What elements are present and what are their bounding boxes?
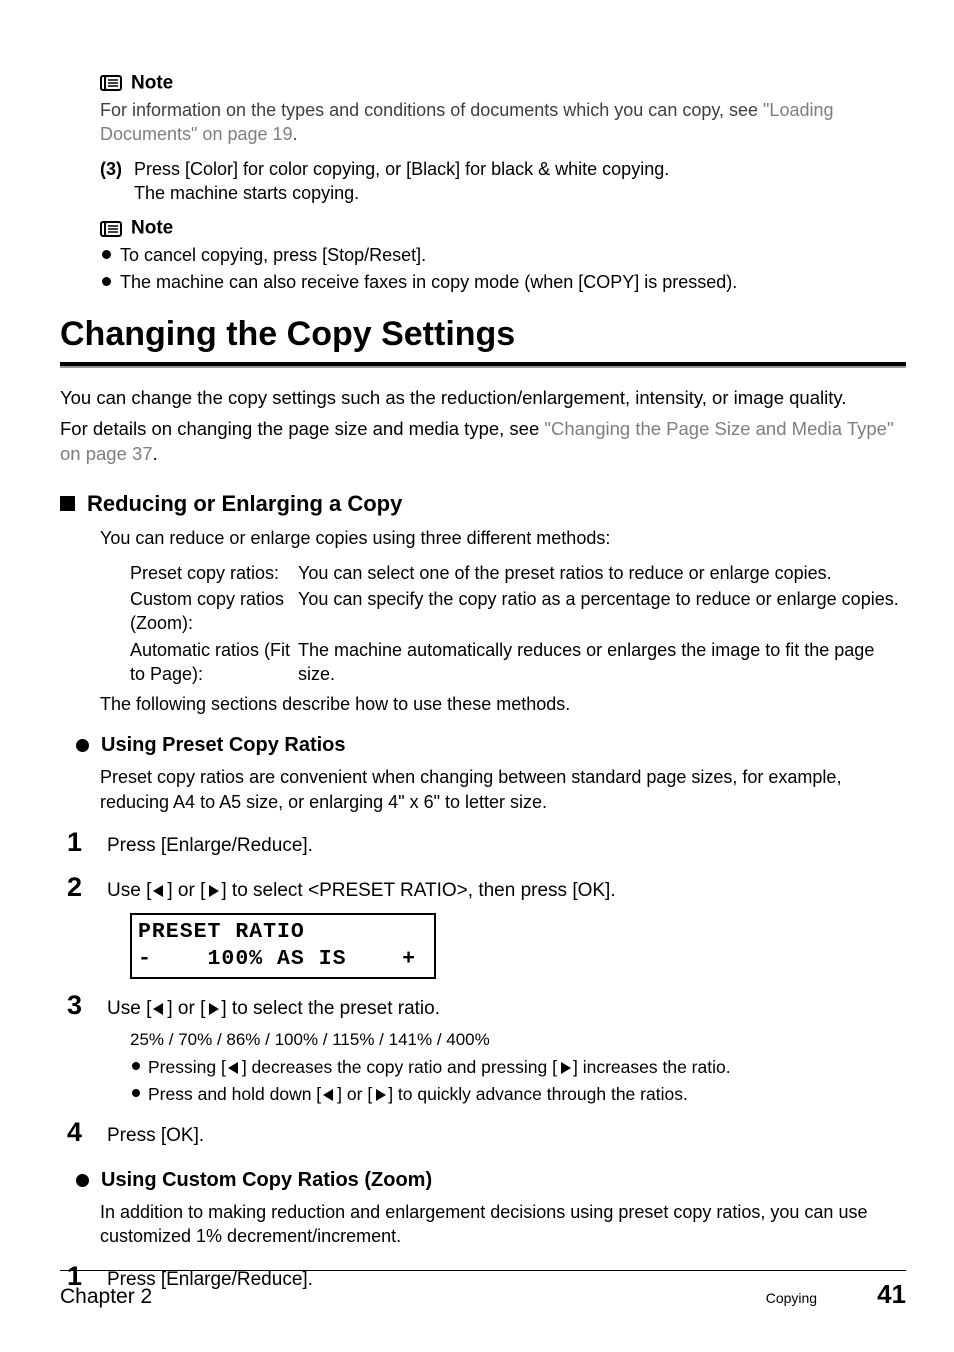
h3a-intro: Preset copy ratios are convenient when c… (100, 765, 906, 814)
s3-post: ] to select the preset ratio. (221, 998, 440, 1019)
note-label: Note (131, 72, 173, 93)
s2-mid: ] or [ (167, 880, 205, 901)
h2-text: Reducing or Enlarging a Copy (87, 489, 402, 519)
ratio-text-1: You can select one of the preset ratios … (298, 561, 906, 585)
h2a-intro: You can reduce or enlarge copies using t… (100, 526, 906, 550)
s3b1-post: ] increases the ratio. (573, 1057, 731, 1077)
h3-marker-icon (76, 739, 89, 752)
s3b2-pre: Press and hold down [ (148, 1084, 321, 1104)
lcd-line2: - 100% AS IS + (138, 947, 416, 971)
s3-bullet-1: Pressing [ ] decreases the copy ratio and… (130, 1056, 906, 1080)
footer-chapter: Chapter 2 (60, 1283, 766, 1311)
s3b1-mid: ] decreases the copy ratio and pressing … (242, 1057, 557, 1077)
h3b-text: Using Custom Copy Ratios (Zoom) (101, 1167, 432, 1194)
arrow-right-icon (372, 1084, 388, 1096)
ratio-label-1: Preset copy ratios: (130, 561, 298, 585)
step-4: 4 Press [OK]. (67, 1114, 906, 1150)
h3-custom-ratios: Using Custom Copy Ratios (Zoom) (76, 1167, 906, 1194)
h2-reducing-enlarging: Reducing or Enlarging a Copy (60, 489, 906, 519)
intro-para-1: You can change the copy settings such as… (60, 386, 906, 411)
ratio-row-1: Preset copy ratios: You can select one o… (130, 561, 906, 585)
step-2-num: 2 (67, 869, 107, 905)
h3-preset-ratios: Using Preset Copy Ratios (76, 732, 906, 759)
s3-subbullets: Pressing [ ] decreases the copy ratio and… (130, 1056, 906, 1106)
section-title: Changing the Copy Settings (60, 312, 906, 358)
step-2-body: Use [ ] or [ ] to select <PRESET RATIO>, t… (107, 876, 906, 904)
footer-page-number: 41 (877, 1277, 906, 1312)
note-heading: Note (100, 70, 906, 96)
s3-bullet-2: Press and hold down [ ] or [ ] to quickly … (130, 1083, 906, 1107)
substep-3-text: Press [Color] for color copying, or [Bla… (134, 157, 906, 206)
page-root: Note For information on the types and co… (0, 0, 954, 1352)
step-3-body: Use [ ] or [ ] to select the preset ratio. (107, 994, 906, 1022)
substep-3-line1: Press [Color] for color copying, or [Bla… (134, 159, 669, 179)
step-3-num: 3 (67, 987, 107, 1023)
s3-mid: ] or [ (167, 998, 205, 1019)
step-1: 1 Press [Enlarge/Reduce]. (67, 824, 906, 860)
h3b-intro: In addition to making reduction and enla… (100, 1200, 906, 1249)
note2-bullets: To cancel copying, press [Stop/Reset]. T… (100, 243, 906, 294)
h3-marker-icon (76, 1174, 89, 1187)
arrow-right-icon (205, 879, 221, 891)
lcd-line1: PRESET RATIO (138, 920, 305, 944)
s2-pre: Use [ (107, 880, 151, 901)
note1-text-post: . (293, 124, 298, 144)
s3-subline: 25% / 70% / 86% / 100% / 115% / 141% / 4… (130, 1029, 906, 1052)
ratio-row-2: Custom copy ratios (Zoom): You can speci… (130, 587, 906, 636)
substep-3: (3) Press [Color] for color copying, or … (100, 157, 906, 206)
footer-section: Copying (766, 1289, 817, 1308)
step-1-num: 1 (67, 824, 107, 860)
arrow-left-icon (151, 997, 167, 1009)
note-icon (100, 220, 122, 238)
arrow-right-icon (557, 1057, 573, 1069)
s2-post: ] to select <PRESET RATIO>, then press [… (221, 880, 615, 901)
step-2: 2 Use [ ] or [ ] to select <PRESET RATIO>,… (67, 869, 906, 905)
section-underline (60, 362, 906, 368)
ratio-table: Preset copy ratios: You can select one o… (130, 561, 906, 686)
page-footer: Chapter 2 Copying 41 (60, 1270, 906, 1312)
note2-heading: Note (100, 215, 906, 241)
step-3: 3 Use [ ] or [ ] to select the preset rati… (67, 987, 906, 1023)
arrow-left-icon (151, 879, 167, 891)
note1-text-pre: For information on the types and conditi… (100, 100, 763, 120)
step-4-num: 4 (67, 1114, 107, 1150)
note-icon (100, 74, 122, 92)
s3b2-mid: ] or [ (337, 1084, 372, 1104)
note2-bullet-2: The machine can also receive faxes in co… (100, 270, 906, 294)
s3b2-post: ] to quickly advance through the ratios. (388, 1084, 688, 1104)
substep-3-num: (3) (100, 157, 134, 206)
arrow-left-icon (226, 1057, 242, 1069)
step-4-body: Press [OK]. (107, 1121, 906, 1149)
ratio-text-3: The machine automatically reduces or enl… (298, 638, 906, 687)
ratio-text-2: You can specify the copy ratio as a perc… (298, 587, 906, 636)
step-1-body: Press [Enlarge/Reduce]. (107, 831, 906, 859)
s3b1-pre: Pressing [ (148, 1057, 226, 1077)
lcd-display: PRESET RATIO - 100% AS IS + (130, 913, 436, 979)
intro-para-2: For details on changing the page size an… (60, 417, 906, 467)
intro2-post: . (153, 443, 158, 464)
note1-body: For information on the types and conditi… (100, 98, 906, 147)
substep-3-line2: The machine starts copying. (134, 183, 359, 203)
note2-bullet-1: To cancel copying, press [Stop/Reset]. (100, 243, 906, 267)
note2-label: Note (131, 218, 173, 239)
s3-pre: Use [ (107, 998, 151, 1019)
arrow-right-icon (205, 997, 221, 1009)
h2a-outro: The following sections describe how to u… (100, 692, 906, 716)
ratio-row-3: Automatic ratios (Fit to Page): The mach… (130, 638, 906, 687)
ratio-label-2: Custom copy ratios (Zoom): (130, 587, 298, 636)
h3-text: Using Preset Copy Ratios (101, 732, 346, 759)
ratio-label-3: Automatic ratios (Fit to Page): (130, 638, 298, 687)
h2-marker-icon (60, 496, 75, 511)
arrow-left-icon (321, 1084, 337, 1096)
intro2-pre: For details on changing the page size an… (60, 418, 544, 439)
